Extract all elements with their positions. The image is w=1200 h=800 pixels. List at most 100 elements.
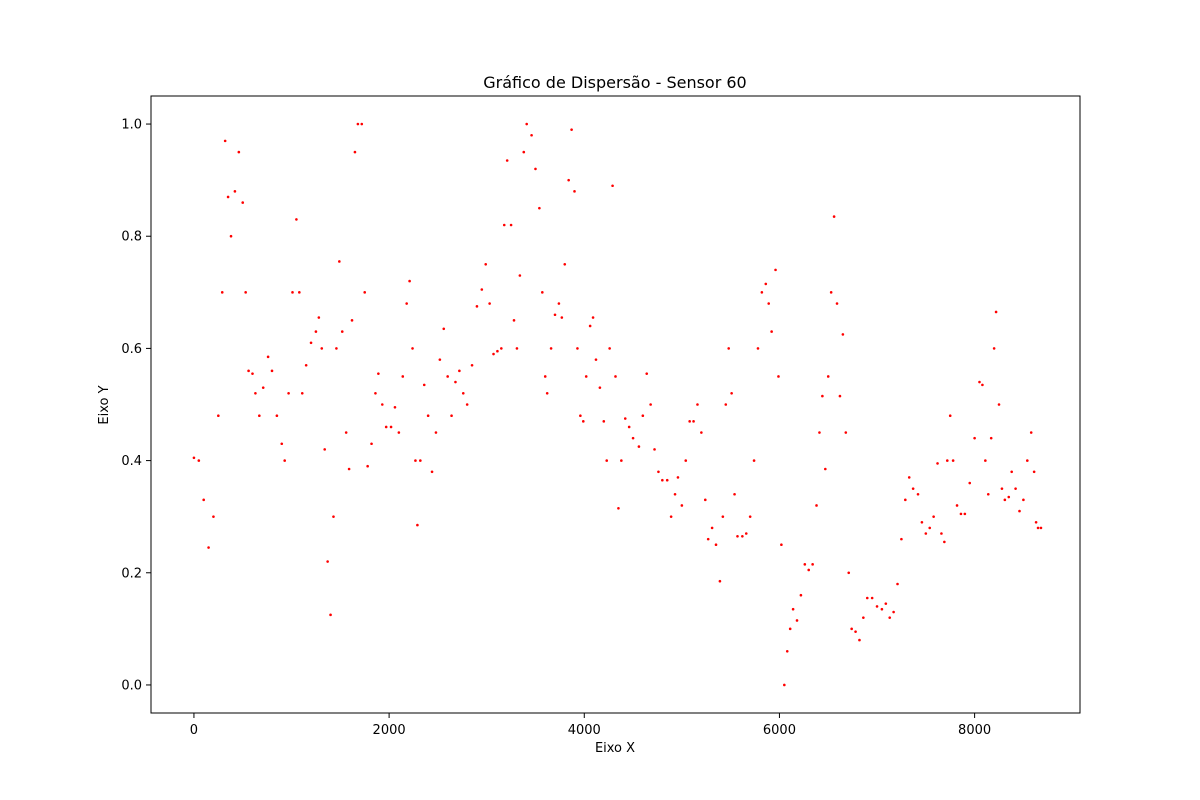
data-point: [461, 391, 465, 395]
data-point: [543, 375, 547, 378]
data-point: [676, 476, 680, 479]
data-point: [688, 420, 691, 423]
data-point: [350, 319, 354, 322]
data-point: [309, 341, 313, 345]
data-point: [724, 403, 728, 406]
y-tick-label: 1.0: [121, 118, 142, 133]
data-point: [730, 391, 733, 395]
data-point: [764, 282, 768, 286]
data-point: [774, 268, 777, 272]
data-point: [696, 403, 699, 406]
data-point: [608, 347, 611, 350]
data-point: [896, 582, 899, 586]
data-point: [1000, 487, 1004, 490]
data-point: [411, 347, 414, 350]
data-point: [295, 218, 298, 221]
data-point: [212, 515, 215, 518]
data-point: [847, 571, 851, 575]
y-tick-label: 0.2: [121, 566, 142, 581]
data-point: [733, 492, 736, 496]
data-point: [408, 279, 411, 283]
data-point: [1029, 431, 1033, 434]
x-tick-label: 0: [190, 723, 198, 738]
data-point: [446, 375, 449, 378]
data-point: [518, 274, 522, 277]
data-point: [680, 504, 684, 507]
data-point: [748, 515, 752, 518]
data-point: [1010, 470, 1013, 474]
data-point: [202, 498, 205, 502]
data-point: [356, 122, 360, 126]
data-point: [363, 291, 367, 294]
y-tick-label: 0.6: [121, 342, 142, 357]
plot-area-frame: [150, 95, 1081, 714]
data-point: [377, 372, 380, 375]
data-point: [989, 436, 993, 440]
data-point: [500, 347, 503, 350]
data-point: [727, 347, 730, 350]
data-point: [907, 476, 911, 479]
data-point: [192, 456, 196, 460]
data-point: [450, 414, 453, 418]
data-point: [617, 506, 620, 510]
data-point: [875, 605, 879, 608]
data-point: [314, 330, 318, 333]
data-point: [374, 391, 377, 395]
data-point: [791, 607, 795, 611]
data-point: [553, 313, 557, 317]
data-point: [197, 459, 201, 462]
data-point: [353, 150, 357, 154]
data-point: [892, 610, 895, 614]
data-point: [984, 459, 987, 462]
data-point: [567, 178, 570, 182]
data-point: [338, 260, 341, 263]
data-point: [1003, 498, 1007, 502]
data-point: [614, 375, 617, 378]
data-point: [251, 372, 254, 375]
data-point: [862, 616, 865, 619]
data-point: [627, 425, 631, 429]
data-point: [631, 436, 635, 440]
data-point: [767, 302, 771, 305]
data-point: [1036, 526, 1040, 530]
x-tick-label: 6000: [763, 723, 796, 738]
data-point: [414, 459, 417, 462]
data-point: [986, 492, 990, 496]
data-point: [932, 515, 935, 518]
data-point: [1026, 459, 1029, 462]
data-point: [573, 190, 576, 193]
data-point: [538, 206, 541, 210]
data-point: [584, 375, 588, 378]
data-point: [637, 445, 641, 448]
data-point: [545, 391, 549, 395]
data-point: [332, 515, 335, 518]
data-point: [576, 347, 579, 350]
data-point: [661, 478, 664, 482]
data-point: [323, 448, 327, 451]
data-point: [611, 184, 614, 188]
data-point: [579, 414, 582, 418]
data-point: [832, 215, 836, 218]
data-point: [818, 431, 821, 434]
data-point: [752, 459, 756, 462]
data-point: [397, 431, 401, 434]
data-point: [419, 459, 422, 462]
data-point: [465, 403, 469, 406]
data-point: [904, 498, 907, 502]
data-point: [401, 375, 405, 378]
data-point: [266, 355, 270, 359]
data-point: [811, 563, 814, 566]
data-point: [858, 638, 861, 642]
data-point: [329, 613, 332, 617]
data-point: [283, 459, 286, 462]
data-point: [384, 425, 388, 429]
data-point: [541, 291, 544, 294]
data-point: [454, 380, 457, 384]
data-point: [994, 310, 998, 314]
data-point: [442, 327, 446, 331]
data-point: [948, 414, 952, 418]
data-point: [570, 128, 573, 131]
data-point: [207, 546, 210, 549]
y-axis: 0.0 0.2 0.4 0.6 0.8 1.0: [121, 118, 151, 693]
